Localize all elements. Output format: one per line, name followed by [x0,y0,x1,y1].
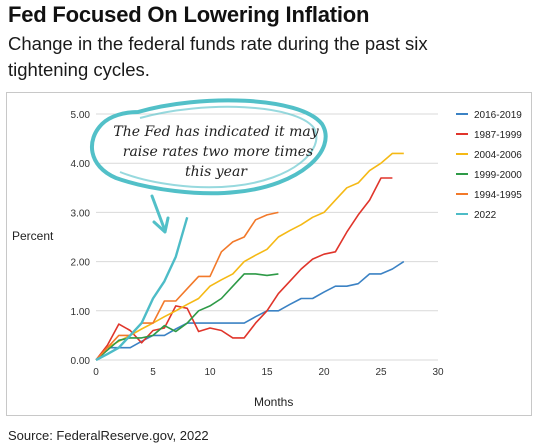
annotation-line-3: this year [185,164,248,180]
callout-arrowhead [152,216,170,234]
legend-label: 1999-2000 [474,170,522,181]
source-note: Source: FederalReserve.gov, 2022 [8,428,209,443]
series-line-2022 [95,216,189,362]
page-title: Fed Focused On Lowering Inflation [8,2,370,27]
chart-frame [6,92,532,416]
callout-bubble-inner [119,105,318,189]
legend: 2016-2019 1987-1999 2004-2006 1999-2000 1994… [456,110,522,221]
y-tick-label: 4.00 [71,159,91,170]
callout-arrow [150,194,166,230]
x-tick-label: 20 [318,367,330,378]
x-axis-ticks: 0 5 10 15 20 25 30 [93,367,444,378]
annotation-line-2: raise rates two more times [123,144,314,160]
legend-label: 2016-2019 [474,110,522,121]
series-line-2004-2006 [95,152,404,361]
series-line-1994-1995 [95,211,279,361]
y-tick-label: 0.00 [71,356,91,367]
y-axis-label: Percent [12,229,54,243]
annotation-line-1: The Fed has indicated it may [113,124,319,140]
x-tick-label: 30 [432,367,444,378]
legend-label: 2004-2006 [474,150,522,161]
series-lines [95,152,405,362]
x-tick-label: 15 [261,367,273,378]
legend-label: 1994-1995 [474,190,522,201]
y-tick-label: 3.00 [71,208,91,219]
page-subtitle: Change in the federal funds rate during … [8,33,428,80]
x-tick-label: 25 [375,367,387,378]
callout-bubble [90,98,328,196]
series-line-2016-2019 [95,260,405,361]
y-tick-label: 2.00 [71,258,91,269]
y-tick-label: 5.00 [71,110,91,121]
annotation-callout: The Fed has indicated it may raise rates… [90,98,328,234]
legend-label: 1987-1999 [474,130,522,141]
y-axis-ticks: 0.00 1.00 2.00 3.00 4.00 5.00 [71,110,91,367]
x-axis-label: Months [254,395,293,409]
x-tick-label: 0 [93,367,99,378]
legend-label: 2022 [474,210,497,221]
series-line-1987-1999 [95,177,393,361]
y-tick-label: 1.00 [71,307,91,318]
x-tick-label: 5 [150,367,156,378]
x-tick-label: 10 [204,367,216,378]
